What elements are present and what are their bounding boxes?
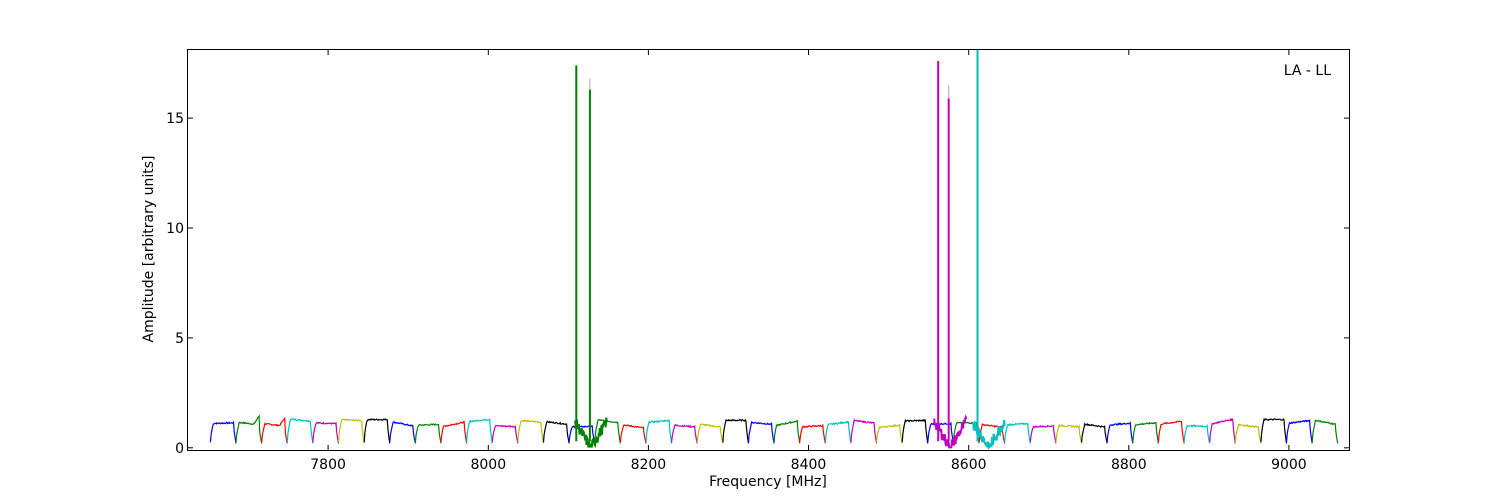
x-tick-label: 8000: [470, 457, 506, 473]
channel-line: [876, 423, 903, 444]
y-tick-label: 15: [166, 111, 184, 127]
x-tick-label: 9000: [1271, 457, 1307, 473]
channel-line: [1260, 417, 1288, 444]
channel-line: [722, 418, 750, 444]
channel-line: [466, 418, 493, 444]
channel-line: [1106, 421, 1134, 444]
channel-line: [619, 424, 647, 444]
peak-layer: [575, 50, 979, 442]
tick-layer: 7800 8000 8200 8400 8600 8800 9000 0 5 10 15: [166, 50, 1349, 473]
y-axis-label: Amplitude [arbitrary units]: [141, 156, 157, 343]
channel-line: [645, 419, 673, 444]
channel-line: [363, 418, 391, 444]
channel-line: [1183, 423, 1211, 444]
series-layer: [209, 413, 1339, 450]
channel-line: [337, 418, 365, 444]
channel-line: [517, 419, 545, 444]
channel-line: [1132, 421, 1159, 444]
dip-line: [933, 414, 968, 449]
channel-line: [1285, 418, 1313, 444]
x-axis-label: Frequency [MHz]: [709, 474, 827, 490]
channel-line: [491, 424, 519, 444]
channel-line: [850, 418, 878, 444]
channel-line: [209, 420, 237, 444]
x-tick-label: 7800: [310, 457, 346, 473]
y-tick-label: 10: [166, 221, 184, 237]
channel-line: [901, 418, 929, 444]
channel-line: [773, 419, 801, 444]
channel-line: [799, 423, 826, 444]
channel-line: [1311, 419, 1339, 444]
channel-line: [414, 422, 442, 444]
channel-line: [671, 423, 698, 444]
y-tick-label: 5: [175, 331, 184, 347]
x-tick-label: 8400: [791, 457, 827, 473]
x-tick-label: 8200: [631, 457, 667, 473]
channel-line: [1029, 424, 1057, 444]
channel-line: [1081, 422, 1108, 444]
channel-line: [594, 419, 621, 444]
channel-line: [747, 421, 775, 444]
dip-line: [573, 417, 608, 449]
channel-line: [312, 421, 340, 444]
channel-line: [824, 420, 852, 444]
y-tick-label: 0: [175, 441, 184, 457]
plot-frame: [187, 49, 1350, 451]
channel-line: [1209, 417, 1236, 444]
channel-line: [389, 421, 416, 444]
channel-line: [978, 423, 1006, 444]
x-tick-label: 8600: [951, 457, 987, 473]
channel-line: [696, 423, 724, 444]
channel-line: [286, 418, 314, 444]
annotation-label: LA - LL: [1284, 63, 1331, 79]
channel-line: [235, 413, 263, 444]
channel-line: [440, 420, 468, 444]
channel-line: [1234, 423, 1262, 444]
x-tick-label: 8800: [1111, 457, 1147, 473]
channel-line: [542, 420, 570, 444]
channel-line: [1004, 422, 1031, 444]
channel-line: [1157, 420, 1185, 444]
channel-line: [1055, 423, 1083, 444]
channel-line: [261, 417, 288, 444]
